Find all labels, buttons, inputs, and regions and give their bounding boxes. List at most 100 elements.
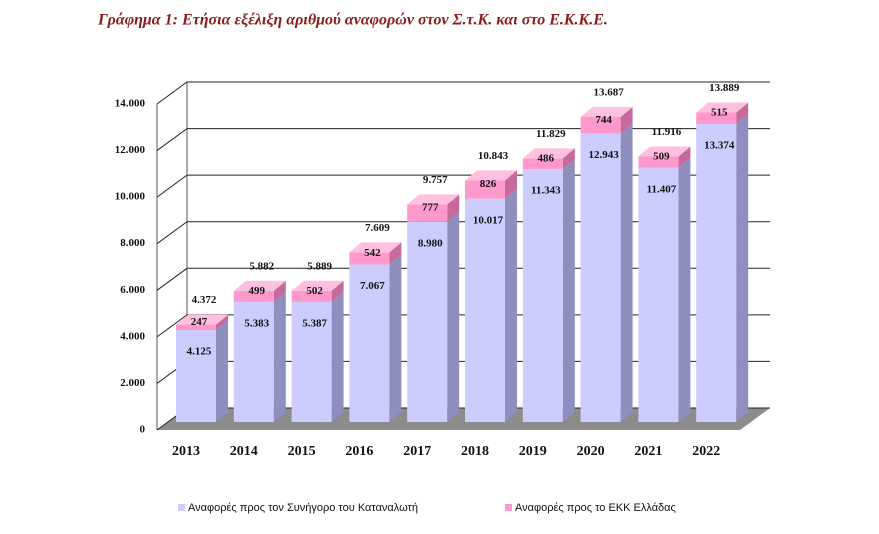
x-tick-label: 2020 — [577, 444, 605, 459]
total-label: 7.609 — [365, 222, 390, 234]
bar — [176, 330, 216, 422]
total-label: 4.372 — [192, 294, 217, 306]
value-label: 8.980 — [418, 237, 443, 249]
bar-top — [522, 148, 575, 159]
bar-top — [176, 314, 228, 325]
bar-side — [620, 123, 633, 422]
x-tick-label: 2022 — [692, 444, 720, 459]
bar-side — [505, 170, 517, 199]
bar — [407, 204, 448, 222]
value-label: 13.374 — [704, 139, 735, 151]
bar — [465, 180, 505, 199]
legend-swatch — [178, 504, 185, 511]
total-label: 9.757 — [423, 174, 448, 186]
bar-top — [465, 170, 517, 181]
total-label: 10.843 — [478, 150, 509, 162]
value-label: 5.383 — [244, 318, 269, 330]
bar-side — [505, 188, 517, 422]
bar-side — [273, 292, 286, 422]
value-label: 486 — [538, 152, 555, 164]
bar — [465, 198, 505, 422]
value-label: 542 — [364, 247, 381, 259]
bar-side — [389, 254, 402, 422]
bar-top — [291, 280, 344, 291]
y-tick-label: 4.000 — [120, 330, 145, 342]
bar-side — [562, 159, 575, 423]
y-tick-label: 14.000 — [115, 98, 146, 110]
y-tick-label: 2.000 — [120, 377, 145, 389]
bar-top — [407, 194, 460, 205]
value-label: 502 — [306, 285, 323, 297]
bar-side — [447, 211, 460, 422]
bar-side — [562, 148, 575, 170]
bar — [291, 301, 332, 422]
bar-side — [678, 157, 691, 422]
bar-side — [389, 242, 402, 265]
total-label: 13.687 — [593, 87, 624, 99]
x-tick-label: 2019 — [519, 444, 547, 459]
bar — [580, 116, 621, 134]
value-label: 10.017 — [473, 214, 504, 226]
bar — [176, 324, 216, 331]
value-label: 12.943 — [588, 149, 619, 161]
value-label: 744 — [595, 114, 612, 126]
grid-line — [156, 267, 770, 291]
bar-side — [216, 314, 228, 331]
bar — [233, 302, 274, 422]
legend-label: Αναφορές προς τον Συνήγορο του Καταναλωτ… — [188, 502, 418, 514]
value-label: 5.387 — [302, 317, 327, 329]
bar — [349, 264, 390, 422]
x-tick-label: 2013 — [172, 444, 200, 459]
bar-side — [620, 106, 633, 134]
bar-side — [736, 113, 749, 422]
total-label: 11.829 — [536, 128, 566, 140]
bar-top — [580, 106, 633, 117]
value-label: 247 — [191, 316, 208, 328]
bar — [580, 133, 621, 422]
bar — [638, 167, 679, 422]
bar-side — [331, 280, 344, 302]
total-label: 5.882 — [249, 260, 274, 272]
total-label: 13.889 — [709, 82, 740, 94]
bar — [407, 221, 448, 422]
bar-top — [696, 102, 749, 113]
bar-top — [349, 242, 402, 253]
bar — [233, 290, 274, 303]
grid-line — [156, 314, 770, 338]
bar-side — [216, 320, 228, 422]
y-tick-label: 6.000 — [120, 284, 145, 296]
value-label: 11.343 — [531, 185, 561, 197]
total-label: 11.916 — [652, 126, 682, 138]
x-tick-label: 2015 — [288, 444, 316, 459]
grid-line — [156, 174, 770, 198]
bar — [291, 290, 332, 302]
bar-side — [678, 146, 691, 168]
value-label: 509 — [653, 151, 670, 163]
grid-line — [156, 221, 770, 245]
x-tick-label: 2021 — [634, 444, 662, 459]
bar-top — [638, 146, 691, 157]
legend-label: Αναφορές προς το ΕΚΚ Ελλάδας — [515, 502, 676, 514]
bar — [522, 158, 563, 170]
bar — [349, 252, 390, 265]
y-tick-label: 10.000 — [115, 191, 146, 203]
grid-line — [156, 81, 770, 105]
bar-side — [736, 102, 749, 124]
total-label: 5.889 — [307, 260, 332, 272]
bar-top — [233, 280, 286, 291]
value-label: 826 — [480, 178, 497, 190]
value-label: 11.407 — [647, 183, 677, 195]
x-tick-label: 2018 — [461, 444, 489, 459]
bar — [638, 156, 679, 168]
legend-swatch — [505, 504, 512, 511]
bar-side — [447, 194, 460, 222]
value-label: 4.125 — [187, 346, 212, 358]
value-label: 777 — [422, 202, 439, 214]
grid-line — [156, 128, 770, 151]
x-tick-label: 2017 — [403, 444, 431, 459]
bar — [696, 123, 737, 422]
bar-side — [331, 291, 344, 422]
bar-side — [273, 280, 286, 303]
y-tick-label: 12.000 — [115, 144, 146, 156]
